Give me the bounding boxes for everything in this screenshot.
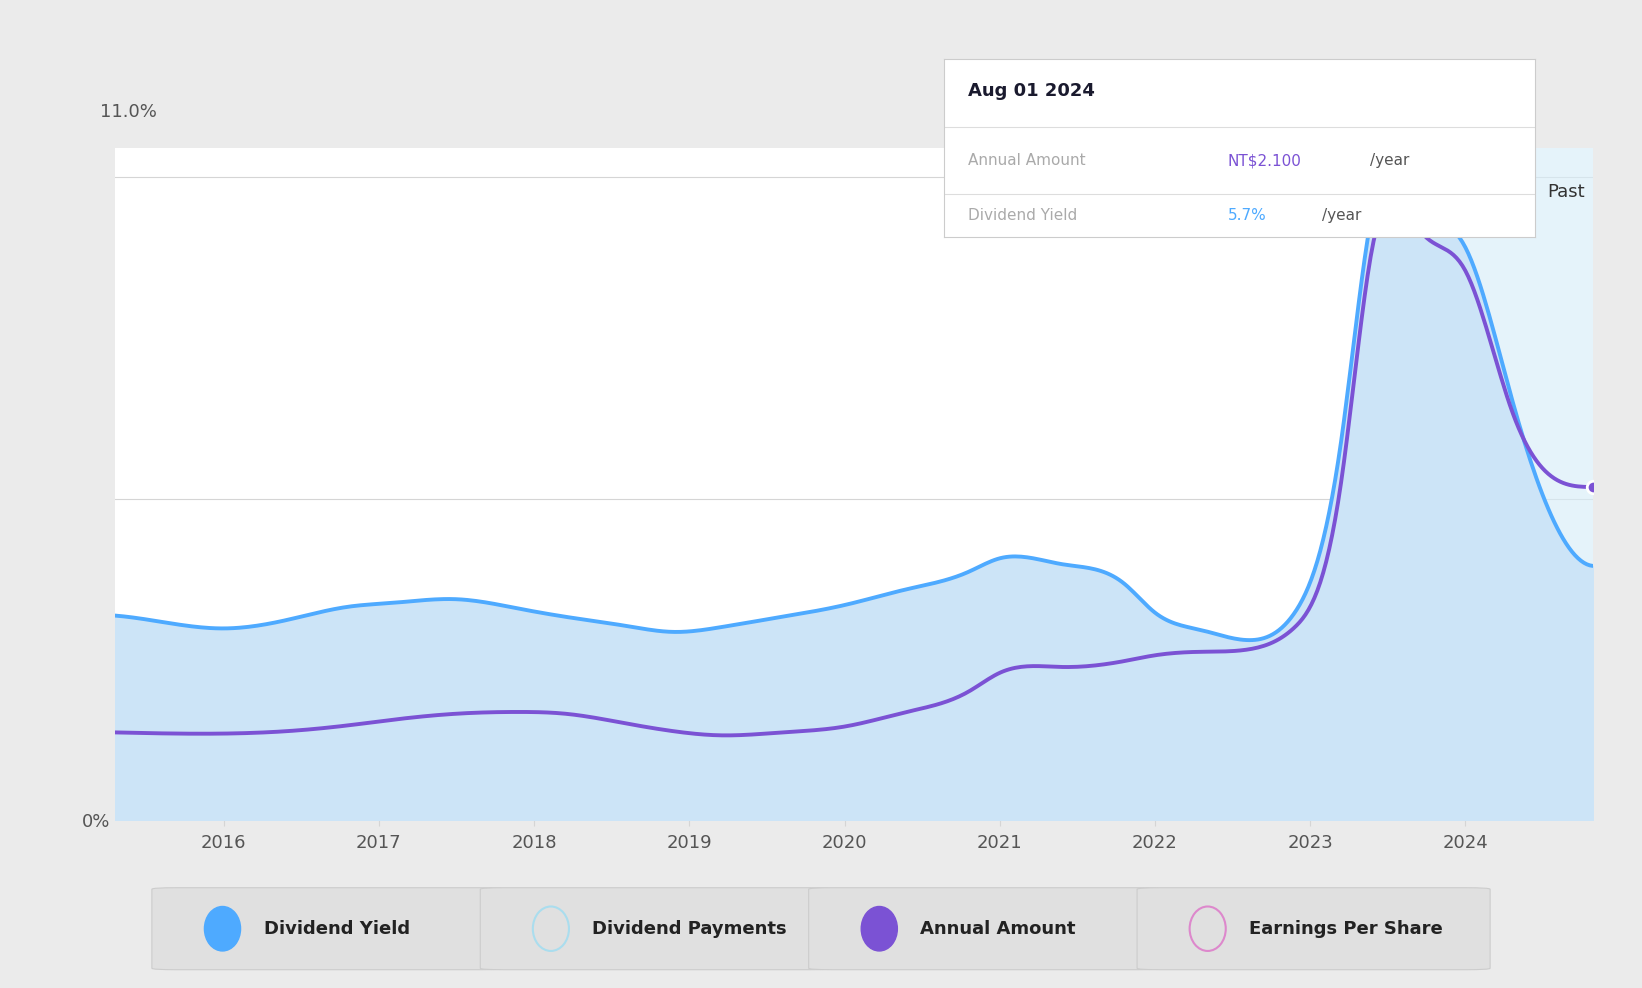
Text: Past: Past (1547, 183, 1585, 202)
Text: /year: /year (1369, 153, 1409, 168)
Ellipse shape (204, 907, 241, 950)
Text: Aug 01 2024: Aug 01 2024 (967, 82, 1095, 101)
FancyBboxPatch shape (479, 887, 832, 970)
Text: Annual Amount: Annual Amount (921, 920, 1076, 938)
Text: Earnings Per Share: Earnings Per Share (1250, 920, 1442, 938)
FancyBboxPatch shape (1138, 887, 1491, 970)
Text: Dividend Yield: Dividend Yield (967, 208, 1077, 223)
Text: Annual Amount: Annual Amount (967, 153, 1085, 168)
Text: Dividend Payments: Dividend Payments (593, 920, 787, 938)
Text: Dividend Yield: Dividend Yield (263, 920, 409, 938)
Ellipse shape (862, 907, 898, 950)
Text: NT$2.100: NT$2.100 (1228, 153, 1302, 168)
Text: 11.0%: 11.0% (100, 104, 158, 122)
FancyBboxPatch shape (151, 887, 506, 970)
Text: /year: /year (1322, 208, 1361, 223)
FancyBboxPatch shape (810, 887, 1163, 970)
Bar (1422, 148, 1593, 820)
Text: 5.7%: 5.7% (1228, 208, 1266, 223)
